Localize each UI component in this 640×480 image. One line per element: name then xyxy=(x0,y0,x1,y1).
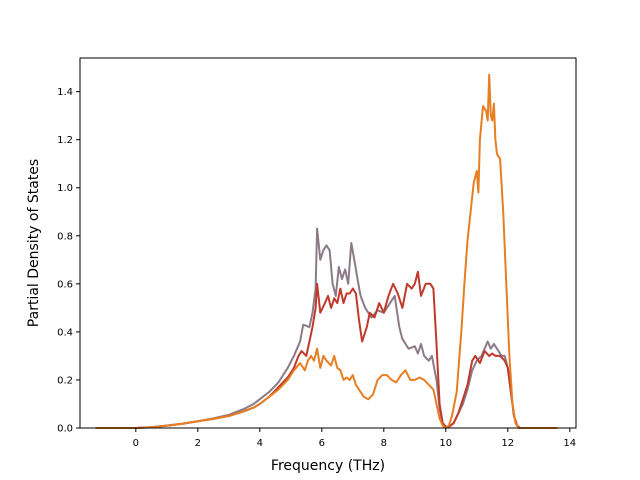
x-tick-label: 0 xyxy=(133,438,139,449)
x-tick-label: 10 xyxy=(439,438,452,449)
y-tick-label: 1.4 xyxy=(57,87,73,98)
y-tick-label: 0.6 xyxy=(57,279,73,290)
y-tick-label: 1.2 xyxy=(57,135,73,146)
x-tick-label: 4 xyxy=(257,438,263,449)
y-tick-label: 0.8 xyxy=(57,231,73,242)
series-line-1 xyxy=(95,227,558,429)
y-tick-label: 1.0 xyxy=(57,183,73,194)
y-tick-label: 0.2 xyxy=(57,375,73,386)
y-axis-label: Partial Density of States xyxy=(26,159,42,327)
series-line-3 xyxy=(95,73,558,429)
y-axis-ticks: 0.0 0.2 0.4 0.6 0.8 1.0 1.2 1.4 xyxy=(57,87,80,435)
y-tick-label: 0.4 xyxy=(57,327,73,338)
x-axis-ticks: 0 2 4 6 8 10 12 14 xyxy=(133,428,576,449)
y-tick-label: 0.0 xyxy=(57,424,73,435)
series-layer xyxy=(95,73,558,429)
x-tick-label: 8 xyxy=(381,438,387,449)
x-tick-label: 6 xyxy=(319,438,325,449)
x-tick-label: 2 xyxy=(195,438,201,449)
x-axis-label: Frequency (THz) xyxy=(271,458,385,474)
x-tick-label: 12 xyxy=(501,438,514,449)
plot-area xyxy=(80,58,576,428)
series-line-2 xyxy=(95,270,558,429)
x-tick-label: 14 xyxy=(563,438,576,449)
plot-frame xyxy=(79,57,577,429)
